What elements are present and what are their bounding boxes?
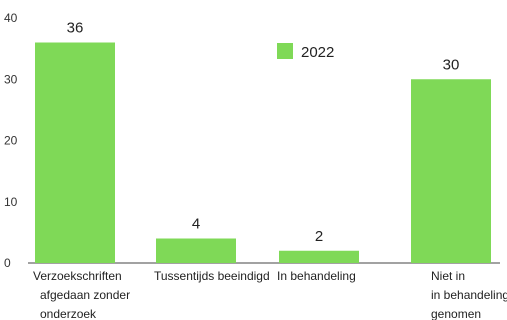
- y-tick-label: 40: [4, 11, 18, 25]
- y-tick-label: 20: [4, 134, 18, 148]
- category-label: Verzoekschriften: [33, 269, 122, 283]
- legend-swatch: [277, 43, 293, 59]
- y-tick-label: 30: [4, 72, 18, 86]
- category-label: Tussentijds beeindigd: [154, 269, 270, 283]
- bar: [156, 238, 236, 263]
- category-label: in behandeling: [431, 288, 507, 302]
- bar: [411, 79, 491, 263]
- bar: [279, 250, 359, 263]
- data-label: 36: [67, 20, 84, 37]
- data-label: 30: [443, 56, 460, 73]
- bar: [35, 42, 115, 263]
- bars: [35, 42, 491, 263]
- legend: 2022: [277, 43, 334, 61]
- category-label: genomen: [431, 307, 481, 320]
- data-labels: 36 4 2 30: [67, 20, 460, 245]
- y-tick-label: 10: [4, 195, 18, 209]
- category-label: Niet in: [431, 269, 465, 283]
- category-label: In behandeling: [277, 269, 356, 283]
- y-tick-label: 0: [4, 256, 11, 270]
- y-axis-ticks: 0 10 20 30 40: [4, 11, 18, 270]
- data-label: 4: [192, 216, 200, 233]
- category-label: afgedaan zonder: [40, 288, 130, 302]
- legend-label: 2022: [301, 44, 334, 61]
- category-label: onderzoek: [40, 307, 97, 320]
- category-labels: Verzoekschriften afgedaan zonder onderzoek…: [33, 269, 507, 320]
- data-label: 2: [315, 228, 323, 245]
